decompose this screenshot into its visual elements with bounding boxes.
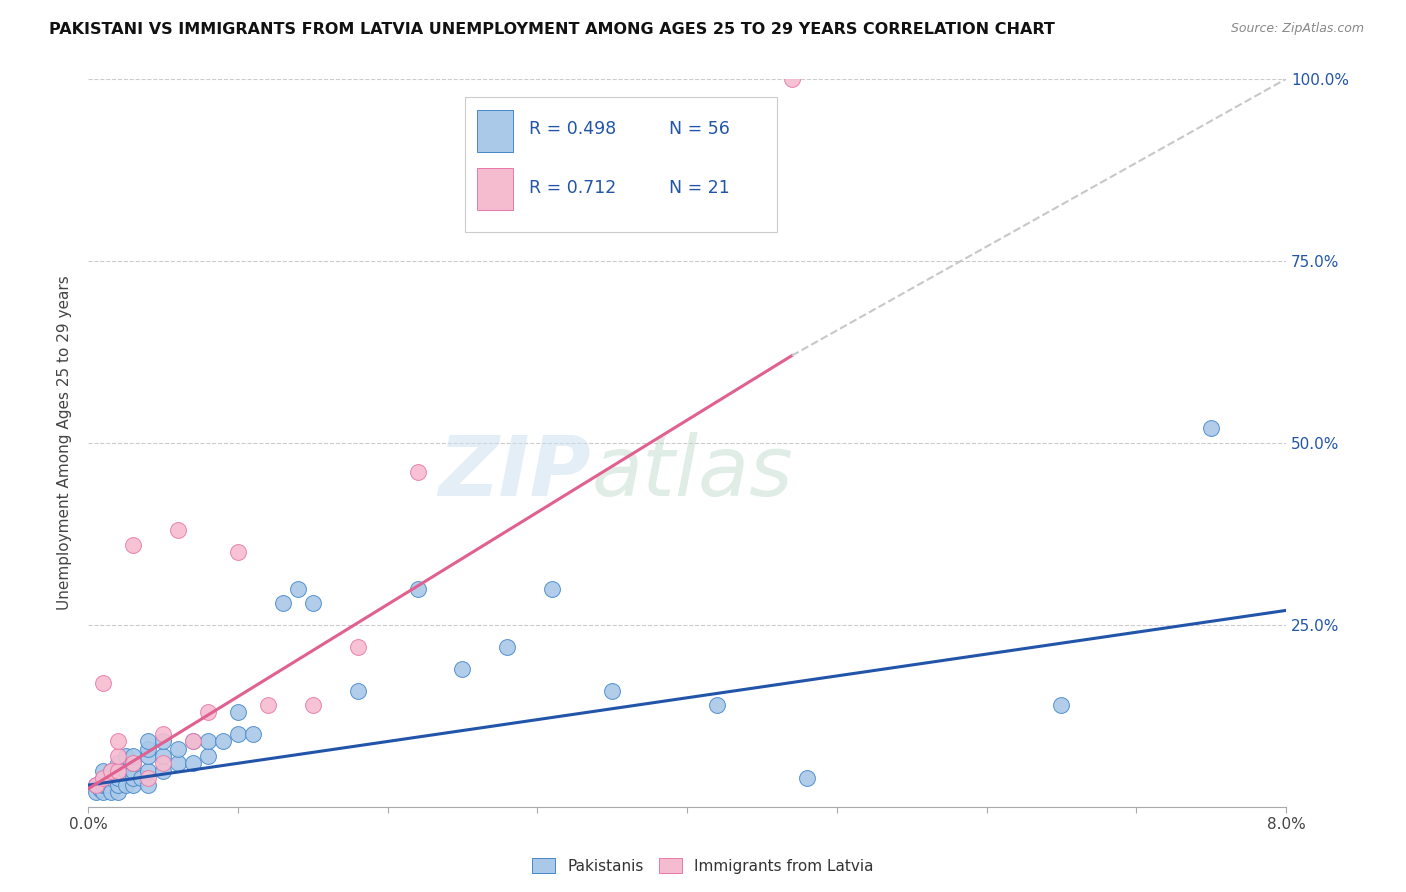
Point (197, 734, 219, 748)
Point (84, 785, 107, 799)
Point (167, 524, 190, 538)
Point (541, 582, 564, 596)
FancyBboxPatch shape (478, 168, 513, 210)
Point (301, 698, 323, 712)
Point (451, 662, 474, 676)
Point (136, 778, 159, 792)
Point (107, 785, 129, 799)
Point (136, 749, 159, 764)
Point (181, 734, 204, 748)
Legend: Pakistanis, Immigrants from Latvia: Pakistanis, Immigrants from Latvia (526, 852, 880, 880)
Y-axis label: Unemployment Among Ages 25 to 29 years: Unemployment Among Ages 25 to 29 years (58, 276, 72, 610)
Point (122, 771, 145, 785)
Point (406, 465, 429, 479)
Point (107, 756, 129, 771)
Point (122, 756, 145, 771)
FancyBboxPatch shape (465, 97, 778, 232)
Point (226, 706, 249, 720)
Point (1199, 421, 1222, 435)
Point (197, 749, 219, 764)
Point (91, 785, 114, 799)
Point (152, 756, 174, 771)
Point (89, 781, 111, 796)
Point (181, 734, 204, 748)
Point (212, 734, 235, 748)
Point (122, 778, 145, 792)
Text: N = 56: N = 56 (669, 120, 730, 138)
Point (181, 756, 204, 771)
Point (152, 727, 174, 741)
Point (114, 764, 136, 778)
Point (301, 596, 323, 610)
Point (84, 778, 107, 792)
Point (136, 771, 159, 785)
Point (242, 727, 264, 741)
Point (114, 749, 136, 764)
Point (256, 698, 278, 712)
Point (780, 72, 803, 87)
Point (91, 771, 114, 785)
Point (122, 749, 145, 764)
Point (107, 764, 129, 778)
Point (226, 727, 249, 741)
Point (706, 698, 728, 712)
Point (91, 771, 114, 785)
Point (406, 582, 429, 596)
Point (226, 545, 249, 559)
Point (346, 683, 368, 698)
Point (152, 764, 174, 778)
Point (796, 771, 818, 785)
Point (600, 683, 623, 698)
Point (100, 785, 122, 799)
Point (91, 676, 114, 690)
Point (107, 749, 129, 764)
Point (91, 778, 114, 792)
Text: N = 21: N = 21 (669, 179, 730, 197)
Text: Source: ZipAtlas.com: Source: ZipAtlas.com (1230, 22, 1364, 36)
Point (136, 741, 159, 756)
Text: R = 0.498: R = 0.498 (529, 120, 616, 138)
Point (94, 778, 117, 792)
Text: PAKISTANI VS IMMIGRANTS FROM LATVIA UNEMPLOYMENT AMONG AGES 25 TO 29 YEARS CORRE: PAKISTANI VS IMMIGRANTS FROM LATVIA UNEM… (49, 22, 1054, 37)
Text: atlas: atlas (592, 432, 793, 513)
Point (100, 764, 122, 778)
Point (107, 734, 129, 748)
Point (346, 640, 368, 654)
Point (122, 538, 145, 552)
Point (100, 771, 122, 785)
FancyBboxPatch shape (478, 110, 513, 152)
Point (129, 771, 152, 785)
Point (122, 764, 145, 778)
Point (107, 764, 129, 778)
Text: R = 0.712: R = 0.712 (529, 179, 616, 197)
Point (107, 771, 129, 785)
Point (496, 640, 519, 654)
Point (1050, 698, 1073, 712)
Point (167, 756, 190, 771)
Text: ZIP: ZIP (439, 432, 592, 513)
Point (271, 596, 294, 610)
Point (91, 764, 114, 778)
Point (114, 778, 136, 792)
Point (107, 778, 129, 792)
Point (197, 706, 219, 720)
Point (287, 582, 309, 596)
Point (136, 764, 159, 778)
Point (122, 756, 145, 771)
Point (167, 741, 190, 756)
Point (152, 734, 174, 748)
Point (152, 749, 174, 764)
Point (100, 764, 122, 778)
Point (136, 734, 159, 748)
Point (84, 778, 107, 792)
